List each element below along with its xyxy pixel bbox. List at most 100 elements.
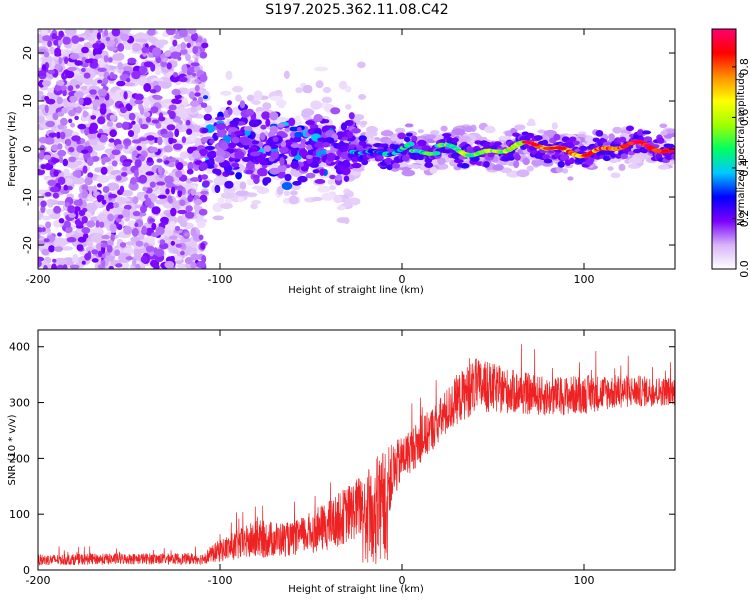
spectrogram-cell: [277, 123, 286, 128]
spectrogram-cell: [64, 70, 75, 79]
spectrogram-cell: [48, 245, 55, 253]
spectrogram-cell: [43, 154, 52, 160]
spectrogram-cell: [81, 227, 91, 234]
spectrogram-cell: [453, 159, 464, 164]
spectrogram-cell: [269, 125, 278, 134]
spectrogram-cell: [341, 159, 351, 169]
spectrogram-cell: [46, 208, 54, 215]
spectrogram-cell: [141, 46, 149, 54]
spectrogram-cell: [568, 157, 575, 165]
spectrogram-cell: [51, 263, 57, 269]
spectrogram-cell: [330, 107, 341, 115]
spectrogram-cell: [92, 156, 100, 162]
spectrogram-cell: [62, 158, 69, 167]
spectrogram-cell: [346, 190, 354, 198]
colorbar-gradient: [711, 28, 737, 270]
snr-panel: -200 -100 0 100 0 100 200 300 400 Height of str…: [7, 329, 676, 595]
y-tick-label: -20: [21, 236, 34, 254]
spectrogram-cell: [251, 140, 260, 145]
spectrogram-cell: [167, 195, 173, 203]
spectrogram-cell: [81, 189, 89, 199]
spectrogram-cell: [164, 160, 170, 165]
spectrogram-cell: [241, 156, 251, 162]
spectrogram-cell: [70, 122, 76, 128]
spectrogram-cell: [132, 257, 137, 267]
spectrogram-cell: [641, 149, 648, 154]
spectrogram-cell: [395, 127, 406, 134]
spectrogram-cell: [176, 185, 184, 191]
spectrogram-cell: [321, 96, 333, 104]
spectrogram-cell: [484, 125, 496, 134]
spectrogram-cell: [190, 261, 197, 269]
spectrogram-cell: [276, 185, 284, 196]
spectrogram-cell: [196, 220, 206, 228]
spectrogram-cell: [294, 131, 303, 138]
spectrogram-cell: [208, 157, 215, 165]
spectrogram-cell: [43, 51, 50, 58]
y-tick-label: 0: [23, 564, 30, 577]
spectrogram-cell: [63, 178, 74, 186]
spectrogram-cell: [160, 60, 168, 68]
spectrogram-cell: [582, 153, 591, 157]
spectrogram-cell: [322, 141, 330, 148]
spectrogram-cell: [407, 141, 415, 147]
spectrogram-cell: [130, 177, 137, 185]
spectrogram-cell: [134, 93, 144, 101]
spectrogram-cell: [108, 138, 115, 143]
spectrogram-cell: [68, 146, 75, 153]
spectrogram-cell: [256, 156, 266, 163]
spectrogram-cell: [231, 85, 244, 93]
spectrogram-cell: [77, 123, 86, 130]
spectrogram-cell: [149, 181, 156, 188]
spectrogram-cell: [200, 102, 208, 108]
spectrogram-cell: [157, 42, 165, 49]
spectrogram-cell: [97, 67, 107, 73]
spectrogram-cell: [91, 258, 99, 263]
spectrogram-cell: [513, 160, 520, 169]
spectrogram-cell: [358, 94, 367, 100]
spectrogram-cell: [206, 151, 217, 159]
spectrogram-y-axis-label: Frequency (Hz): [7, 111, 18, 187]
spectrogram-cell: [88, 29, 94, 34]
spectrogram-cell: [553, 146, 564, 150]
spectrogram-cell: [38, 114, 45, 124]
spectrogram-cell: [194, 137, 202, 148]
spectrogram-cell: [56, 96, 63, 105]
spectrogram-cell: [83, 233, 89, 239]
spectrogram-cell: [190, 106, 197, 113]
spectrogram-cell: [336, 205, 346, 211]
spectrogram-cell: [73, 206, 81, 212]
spectrogram-cell: [156, 158, 163, 163]
spectrogram-cell: [487, 152, 495, 158]
spectrogram-cell: [361, 120, 368, 126]
spectrogram-cell: [190, 188, 196, 196]
spectrogram-cell: [305, 172, 316, 179]
spectrogram-cell: [64, 29, 77, 36]
spectrogram-cell: [483, 161, 490, 168]
spectrogram-cell: [174, 30, 179, 36]
spectrogram-cell: [146, 157, 153, 163]
spectrogram-cell: [68, 118, 73, 124]
spectrogram-cell: [161, 57, 168, 63]
spectrogram-cell: [140, 123, 149, 130]
spectrogram-cell: [196, 42, 202, 47]
spectrogram-cell: [47, 179, 57, 186]
spectrogram-cell: [111, 160, 118, 167]
spectrogram-cell: [62, 36, 71, 45]
spectrogram-cell: [40, 29, 48, 37]
spectrogram-cell: [172, 39, 178, 47]
spectrogram-cell: [72, 254, 79, 264]
spectrogram-cell: [542, 146, 551, 150]
spectrogram-cell: [116, 175, 122, 182]
spectrogram-cell: [269, 111, 279, 121]
spectrogram-cell: [602, 155, 611, 162]
spectrogram-cell: [572, 140, 580, 146]
spectrogram-cell: [245, 169, 254, 175]
spectrogram-cell: [138, 65, 148, 75]
spectrogram-cell: [57, 143, 63, 150]
x-tick-label: 0: [399, 273, 406, 286]
spectrogram-cell: [322, 86, 331, 94]
spectrogram-cell: [74, 115, 79, 121]
y-tick-label: 20: [21, 46, 34, 60]
